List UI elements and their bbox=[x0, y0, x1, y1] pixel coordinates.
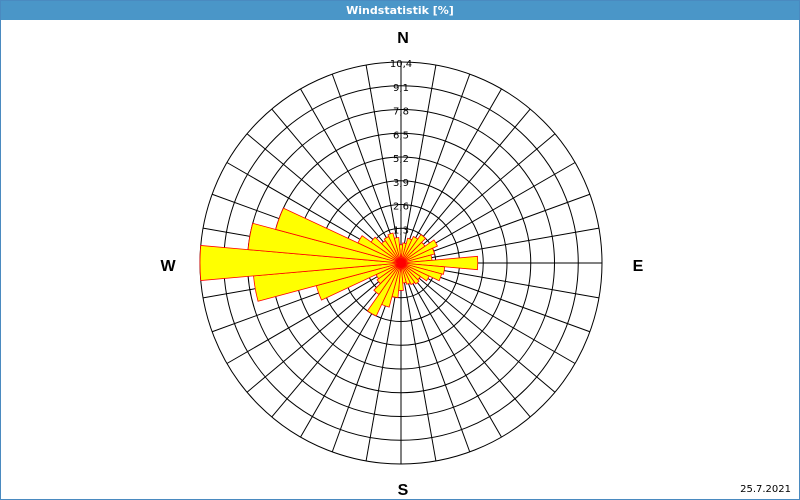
grid-spoke bbox=[410, 162, 576, 258]
wind-bar bbox=[376, 262, 402, 285]
grid-spoke bbox=[411, 193, 591, 260]
wind-bar bbox=[400, 262, 420, 285]
wind-bars bbox=[199, 207, 479, 317]
grid-spoke bbox=[271, 108, 395, 255]
ring-labels: 1,3 2,6 3,9 5,2 6,5 7,8 9,1 10,4 bbox=[390, 59, 412, 236]
wind-bar bbox=[387, 232, 402, 264]
grid-spoke bbox=[402, 64, 437, 253]
wind-bar bbox=[400, 262, 411, 285]
grid-spoke bbox=[226, 268, 392, 364]
ring-label: 10,4 bbox=[390, 59, 412, 70]
ring-label: 1,3 bbox=[393, 225, 409, 236]
grid-spoke bbox=[406, 272, 502, 438]
ring-label: 5,2 bbox=[393, 154, 409, 165]
direction-labels: N E S W bbox=[160, 30, 643, 499]
grid-spoke bbox=[404, 273, 471, 453]
wind-bar bbox=[400, 262, 416, 286]
grid-spoke bbox=[407, 271, 531, 418]
grid-spoke bbox=[300, 88, 396, 254]
grid-spoke bbox=[404, 73, 471, 253]
grid-spoke bbox=[331, 73, 398, 253]
grid-spoke bbox=[411, 266, 591, 333]
wind-bar bbox=[357, 235, 402, 264]
grid-spoke bbox=[365, 273, 400, 462]
grid-spoke bbox=[271, 271, 395, 418]
wind-bar bbox=[400, 255, 479, 271]
grid-spoke bbox=[406, 88, 502, 254]
grid-spoke bbox=[409, 269, 556, 393]
wind-bar bbox=[199, 245, 402, 281]
ring-label: 2,6 bbox=[393, 202, 409, 213]
grid-spoke bbox=[411, 227, 600, 262]
wind-bar bbox=[275, 207, 402, 264]
grid-spoke bbox=[410, 268, 576, 364]
wind-bar bbox=[400, 247, 436, 264]
chart-title: Windstatistik [%] bbox=[1, 1, 799, 20]
wind-bar bbox=[370, 236, 402, 264]
direction-label-w: W bbox=[160, 258, 176, 275]
direction-label-s: S bbox=[398, 482, 409, 499]
wind-bar bbox=[366, 262, 402, 317]
direction-label-n: N bbox=[397, 30, 409, 47]
grid-spoke bbox=[365, 64, 400, 253]
wind-bar bbox=[400, 239, 438, 264]
grid-spoke bbox=[246, 269, 393, 393]
ring-label: 6,5 bbox=[393, 130, 409, 141]
grid-spoke bbox=[409, 133, 556, 257]
chart-date: 25.7.2021 bbox=[740, 484, 791, 495]
direction-label-e: E bbox=[633, 258, 644, 275]
wind-bar bbox=[373, 262, 402, 296]
grid-spoke bbox=[246, 133, 393, 257]
ring-label: 9,1 bbox=[393, 83, 409, 94]
ring-label: 3,9 bbox=[393, 178, 409, 189]
grid-spoke bbox=[402, 273, 437, 462]
wind-bar bbox=[393, 237, 402, 264]
wind-bar bbox=[400, 233, 427, 264]
ring-label: 7,8 bbox=[393, 107, 409, 118]
grid-spoke bbox=[407, 108, 531, 255]
